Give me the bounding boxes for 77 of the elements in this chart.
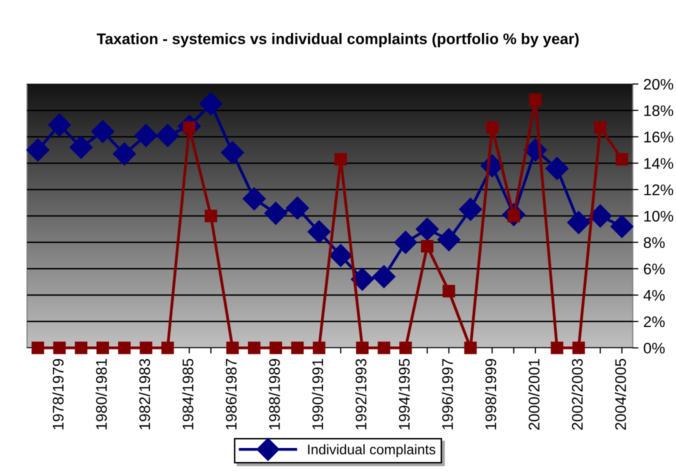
x-tick-label: 1984/1985 xyxy=(182,358,194,430)
point xyxy=(572,342,585,354)
point xyxy=(610,214,634,238)
point xyxy=(96,342,109,354)
x-tick-label: 1986/1987 xyxy=(225,359,237,430)
point xyxy=(399,342,412,354)
point xyxy=(616,152,628,166)
point xyxy=(442,284,456,298)
point xyxy=(464,342,477,354)
y-tick-label: 2% xyxy=(644,316,665,328)
y-tick-label: 4% xyxy=(644,290,665,301)
y-tick-label: 16% xyxy=(644,132,674,142)
point xyxy=(334,152,347,166)
x-tick-label: 2004/2005 xyxy=(614,358,626,430)
x-tick-label: 1990/1991 xyxy=(312,359,324,430)
point xyxy=(286,196,309,220)
point xyxy=(594,121,607,134)
point xyxy=(134,124,158,147)
y-tick-label: 14% xyxy=(644,158,674,169)
x-tick-label: 1996/1997 xyxy=(442,359,453,430)
point xyxy=(156,124,180,147)
point xyxy=(53,342,66,354)
point xyxy=(378,342,390,354)
point xyxy=(74,342,88,354)
x-tick-label: 1998/1999 xyxy=(485,358,496,430)
point xyxy=(437,228,460,252)
point xyxy=(459,198,482,221)
point xyxy=(199,92,222,116)
x-tick-label: 1978/1979 xyxy=(52,358,64,430)
point xyxy=(567,211,590,234)
y-tick-label: 20% xyxy=(644,78,674,90)
point xyxy=(420,240,434,253)
y-tick-label: 12% xyxy=(644,184,674,196)
point xyxy=(48,113,71,136)
point xyxy=(264,202,288,225)
point xyxy=(270,342,282,354)
point xyxy=(221,141,244,164)
point xyxy=(546,156,569,180)
y-tick-label: 0% xyxy=(644,342,665,354)
point xyxy=(226,342,239,354)
point xyxy=(242,187,266,210)
x-tick-label: 1982/1983 xyxy=(138,358,150,430)
point xyxy=(91,120,114,144)
point xyxy=(486,121,498,134)
point xyxy=(312,342,326,354)
point xyxy=(118,342,131,354)
point xyxy=(416,218,439,241)
point xyxy=(372,265,396,288)
point xyxy=(32,342,44,354)
point xyxy=(550,342,564,354)
y-tick-label: 8% xyxy=(644,237,665,248)
x-tick-label: 1994/1995 xyxy=(398,358,410,430)
x-tick-label: 1988/1989 xyxy=(268,358,280,430)
point xyxy=(350,268,374,291)
y-tick-label: 10% xyxy=(644,210,674,222)
x-tick-label: 1980/1981 xyxy=(96,359,107,430)
point xyxy=(529,94,542,106)
point xyxy=(70,136,93,159)
point xyxy=(204,210,218,222)
point xyxy=(26,138,50,162)
point xyxy=(308,220,331,244)
point xyxy=(356,342,369,354)
x-tick-label: 2000/2001 xyxy=(528,359,540,430)
y-tick-label: 6% xyxy=(644,264,665,274)
point xyxy=(161,342,174,354)
point xyxy=(329,244,352,268)
y-tick-label: 18% xyxy=(644,105,674,116)
point xyxy=(248,342,260,354)
x-tick-label: 1992/1993 xyxy=(355,358,366,430)
point xyxy=(291,342,304,354)
point xyxy=(112,142,136,166)
point xyxy=(394,230,418,254)
chart-title: Taxation - systemics vs individual complaints (portfolio % by year) xyxy=(96,33,579,48)
x-tick-label: 2002/2003 xyxy=(572,358,583,430)
point xyxy=(140,342,152,354)
legend-label: Individual complaints xyxy=(308,444,436,458)
point xyxy=(588,204,612,228)
